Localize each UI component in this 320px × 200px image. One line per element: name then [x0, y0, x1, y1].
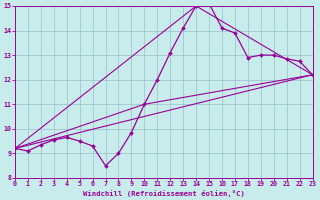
X-axis label: Windchill (Refroidissement éolien,°C): Windchill (Refroidissement éolien,°C) — [83, 190, 245, 197]
